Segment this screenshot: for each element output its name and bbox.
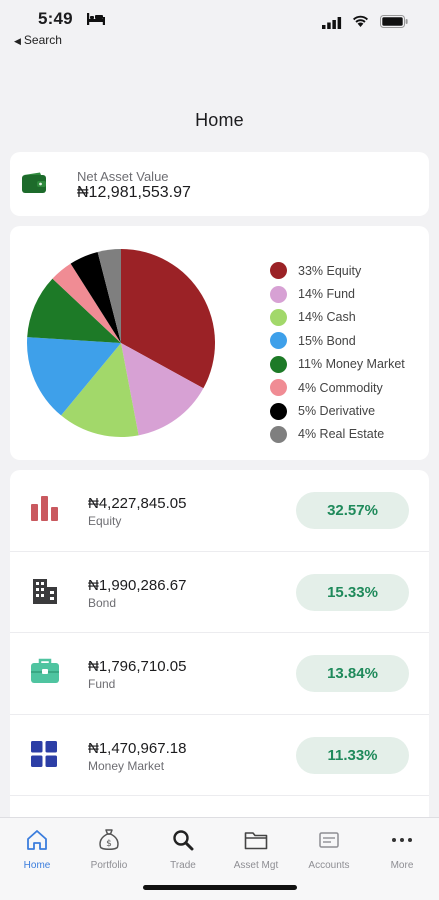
grid-icon [30, 740, 58, 773]
asset-percent-badge: 11.33% [296, 736, 409, 774]
bar-chart-icon [30, 495, 60, 526]
legend-item: 14% Cash [270, 306, 405, 329]
legend-item: 14% Fund [270, 282, 405, 305]
status-bar: 5:49 ◀ Search [0, 0, 439, 52]
allocation-legend: 33% Equity 14% Fund 14% Cash 15% Bond 11% Mo… [270, 259, 405, 446]
building-icon [30, 577, 60, 610]
legend-swatch [270, 262, 287, 280]
cellular-signal-icon [322, 16, 342, 34]
allocation-chart-card: 33% Equity 14% Fund 14% Cash 15% Bond 11% Mo… [10, 226, 429, 460]
legend-label: 33% Equity [298, 263, 362, 278]
legend-label: 4% Commodity [298, 380, 383, 395]
asset-list: ₦4,227,845.05 Equity 32.57% ₦1,990,286.6… [10, 470, 429, 830]
asset-row-equity[interactable]: ₦4,227,845.05 Equity 32.57% [10, 470, 429, 552]
page-title: Home [195, 110, 244, 130]
asset-name: Equity [88, 514, 122, 528]
legend-item: 4% Commodity [270, 376, 405, 399]
pie-slice-money-market [27, 278, 122, 343]
tab-label: Portfolio [90, 860, 128, 871]
legend-item: 15% Bond [270, 329, 405, 352]
tab-label: Home [23, 860, 51, 871]
bottom-tab-bar: Home $ Portfolio Trade Asset Mgt Account… [0, 817, 439, 900]
legend-label: 11% Money Market [298, 357, 405, 372]
legend-item: 11% Money Market [270, 353, 405, 376]
svg-text:$: $ [106, 839, 112, 849]
asset-row-money-market[interactable]: ₦1,470,967.18 Money Market 11.33% [10, 715, 429, 796]
folder-icon [244, 832, 268, 850]
asset-amount: ₦1,470,967.18 [88, 739, 187, 757]
asset-amount: ₦4,227,845.05 [88, 495, 187, 512]
asset-name: Bond [88, 595, 117, 610]
battery-icon [380, 15, 408, 33]
asset-row-bond[interactable]: ₦1,990,286.67 Bond 15.33% [10, 552, 429, 633]
pie-slice-commodity [52, 263, 121, 343]
net-asset-value: ₦12,981,553.97 [77, 184, 191, 201]
asset-amount: ₦1,990,286.67 [88, 576, 187, 594]
legend-swatch [270, 402, 287, 420]
legend-item: 33% Equity [270, 259, 405, 282]
more-icon [392, 838, 412, 842]
status-time: 5:49 [38, 9, 73, 28]
legend-swatch [270, 425, 287, 443]
wifi-icon [352, 14, 369, 33]
asset-row-fund[interactable]: ₦1,796,710.05 Fund 13.84% [10, 633, 429, 715]
legend-swatch [270, 308, 287, 326]
tab-accounts[interactable]: Accounts [293, 826, 365, 871]
pie-slice-fund [121, 343, 204, 436]
pie-slice-equity [121, 249, 215, 389]
asset-percent-badge: 13.84% [296, 655, 409, 692]
legend-swatch [270, 332, 287, 350]
card-icon [319, 832, 339, 848]
legend-label: 14% Cash [298, 310, 356, 325]
tab-label: More [390, 860, 414, 871]
tab-home[interactable]: Home [1, 826, 73, 871]
legend-label: 14% Fund [298, 287, 355, 302]
magnifier-icon [173, 830, 194, 851]
pie-slice-bond [27, 337, 122, 416]
asset-amount: ₦1,796,710.05 [88, 658, 187, 675]
legend-swatch [270, 285, 287, 303]
tab-asset-mgt[interactable]: Asset Mgt [220, 826, 292, 871]
tab-label: Asset Mgt [233, 860, 279, 871]
back-label: Search [23, 33, 62, 47]
legend-item: 5% Derivative [270, 399, 405, 422]
tab-trade[interactable]: Trade [147, 826, 219, 871]
net-asset-label: Net Asset Value [77, 169, 169, 184]
legend-swatch [270, 379, 287, 397]
wallet-icon [21, 172, 47, 199]
pie-slice-real-estate [97, 249, 121, 343]
allocation-pie-chart [27, 249, 215, 437]
asset-name: Money Market [88, 758, 165, 773]
legend-label: 4% Real Estate [298, 427, 385, 442]
tab-label: Accounts [308, 860, 350, 871]
tab-portfolio[interactable]: $ Portfolio [73, 826, 145, 871]
home-indicator [143, 885, 297, 890]
legend-label: 5% Derivative [298, 404, 376, 419]
pie-slice-derivative [70, 251, 121, 343]
money-bag-icon: $ [99, 829, 119, 850]
tab-label: Trade [170, 860, 196, 871]
legend-item: 4% Real Estate [270, 423, 405, 446]
legend-swatch [270, 355, 287, 373]
asset-name: Fund [88, 677, 116, 691]
asset-percent-badge: 15.33% [296, 573, 409, 611]
asset-percent-badge: 32.57% [296, 492, 409, 529]
briefcase-icon [30, 658, 60, 689]
tab-more[interactable]: More [366, 826, 438, 871]
bed-icon [87, 12, 105, 30]
pie-slice-cash [61, 343, 139, 437]
net-asset-card: Net Asset Value ₦12,981,553.97 [10, 152, 429, 216]
legend-label: 15% Bond [298, 333, 356, 348]
back-to-search-link[interactable]: ◀ Search [14, 33, 62, 47]
home-icon [27, 830, 47, 850]
